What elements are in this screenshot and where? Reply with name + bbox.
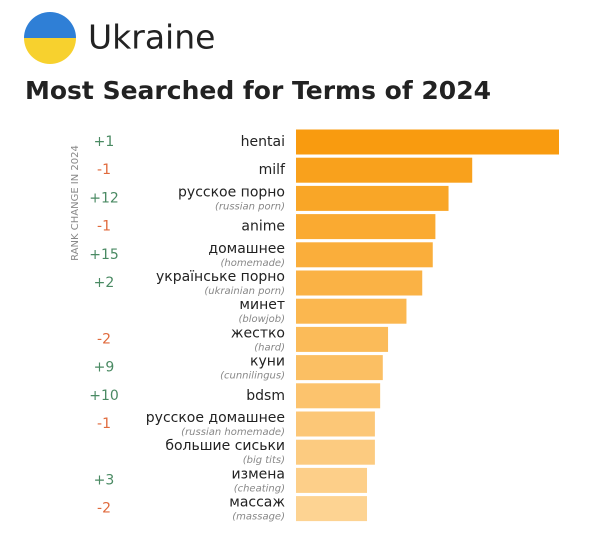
rank-change: +2	[94, 275, 115, 291]
rank-change: -1	[97, 416, 111, 432]
category-label: hentai	[241, 134, 285, 150]
category-label: массаж	[229, 495, 285, 511]
rank-change: -1	[97, 162, 111, 178]
bar	[296, 326, 389, 352]
category-label: куни	[250, 354, 285, 370]
rank-change: +9	[94, 360, 115, 376]
category-label: жестко	[231, 325, 285, 341]
bar	[296, 439, 375, 465]
translation-label: (ukrainian porn)	[204, 286, 285, 297]
bar	[296, 355, 383, 381]
rank-change: -2	[97, 501, 111, 517]
bar	[296, 270, 423, 296]
category-label: русское домашнее	[146, 410, 285, 426]
category-label: русское порно	[178, 184, 285, 200]
country: Ukraine	[88, 18, 215, 57]
bar	[296, 411, 375, 437]
rank-change: +15	[89, 247, 119, 263]
rank-change: +1	[94, 134, 115, 150]
bar	[296, 496, 368, 522]
bar	[296, 242, 433, 268]
bar	[296, 383, 381, 409]
rank-change: +3	[94, 472, 115, 488]
rank-change: +10	[89, 388, 119, 404]
category-label: milf	[259, 162, 286, 178]
bar	[296, 214, 436, 240]
bar	[296, 129, 559, 155]
category-label: bdsm	[246, 388, 285, 404]
translation-label: (massage)	[232, 512, 285, 523]
category-label: домашнее	[208, 241, 285, 257]
bar	[296, 298, 407, 324]
category-label: большие сиськи	[165, 438, 285, 454]
category-label: anime	[241, 219, 285, 235]
category-label: минет	[239, 297, 285, 313]
translation-label: (big tits)	[243, 455, 285, 466]
translation-label: (blowjob)	[239, 314, 285, 325]
translation-label: (hard)	[254, 342, 285, 353]
translation-label: (cheating)	[234, 483, 285, 494]
rank-change: -1	[97, 219, 111, 235]
rank-change: +12	[89, 190, 119, 206]
translation-label: (homemade)	[220, 258, 285, 269]
bar	[296, 157, 473, 183]
category-label: українське порно	[156, 269, 285, 285]
translation-label: (russian homemade)	[181, 427, 285, 438]
chart-title: Most Searched for Terms of 2024	[25, 76, 491, 105]
rank-change: -2	[97, 331, 111, 347]
translation-label: (russian porn)	[215, 201, 285, 212]
bar	[296, 185, 449, 211]
flag	[24, 12, 76, 64]
bar	[296, 467, 368, 493]
rank-axis-label: RANK CHANGE IN 2024	[70, 145, 81, 261]
translation-label: (cunnilingus)	[220, 371, 285, 382]
category-label: измена	[232, 466, 285, 482]
